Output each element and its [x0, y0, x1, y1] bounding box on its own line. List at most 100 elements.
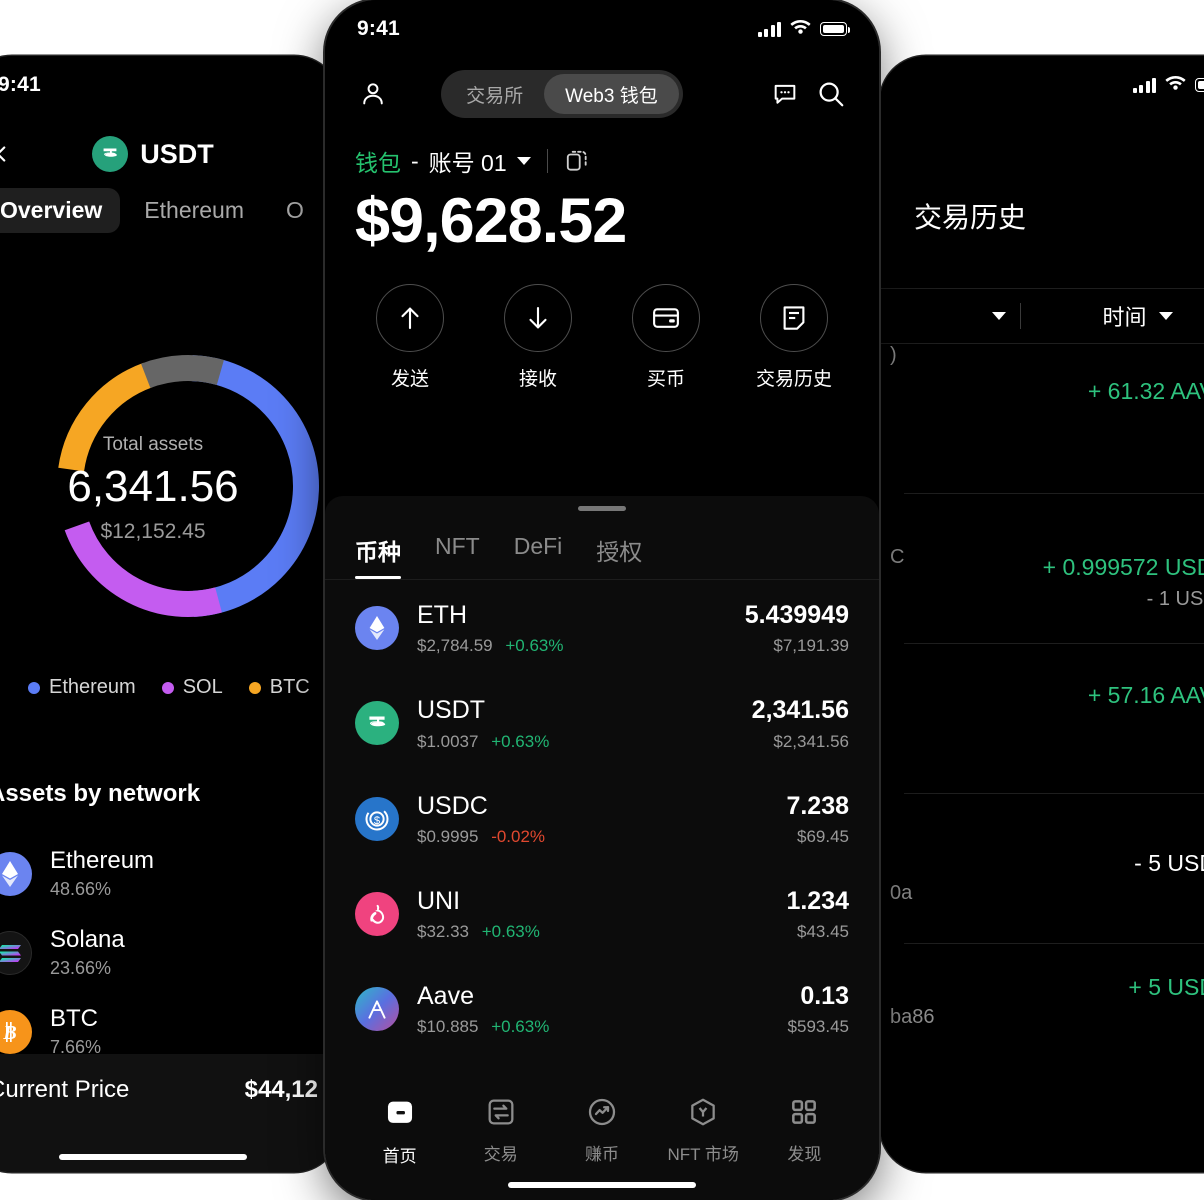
action-send[interactable]: 发送 [355, 284, 465, 391]
filter-time-dropdown[interactable]: 时间 [1021, 300, 1204, 332]
token-value: $593.45 [787, 1017, 849, 1037]
copy-icon[interactable] [564, 148, 590, 174]
nav-trade[interactable]: 交易 [450, 1096, 551, 1165]
right-status-bar: 9:41 [880, 56, 1204, 114]
token-change: +0.63% [505, 636, 564, 656]
document-list-icon [760, 284, 828, 353]
tab-other[interactable]: O [286, 197, 304, 223]
grid-discover-icon [788, 1096, 820, 1133]
legend-label: BTC [269, 676, 310, 698]
right-phone-frame: 9:41 交易历史 时间 [880, 56, 1204, 1172]
tab-approvals[interactable]: 授权 [596, 539, 643, 565]
segment-exchange[interactable]: 交易所 [466, 85, 524, 107]
wallet-selector[interactable]: 钱包 - 账号 01 [325, 118, 879, 178]
network-row-ethereum[interactable]: Ethereum 48.66% [0, 834, 318, 913]
table-row[interactable]: 0a - 5 USDT [890, 794, 1204, 944]
list-item[interactable]: USDT $1.0037 +0.63% 2,341.56 $2,341.56 [355, 675, 849, 770]
token-symbol: ETH [417, 601, 467, 629]
table-row[interactable]: C + 0.999572 USDC - 1 USDT [890, 494, 1204, 644]
nav-earn[interactable]: 赚币 [551, 1096, 652, 1165]
tab-tokens[interactable]: 币种 [355, 533, 401, 579]
token-value: $69.45 [797, 826, 849, 846]
tx-amount: + 5 USDT [1128, 974, 1204, 1000]
table-row[interactable]: + 57.16 AAVE [904, 644, 1204, 794]
table-row[interactable]: ) + 61.32 AAVE [890, 344, 1204, 494]
tab-overview[interactable]: Overview [0, 188, 121, 233]
home-indicator [508, 1182, 696, 1188]
tether-logo [355, 701, 399, 746]
filter-divider [1020, 303, 1021, 329]
battery-icon [1195, 78, 1204, 92]
chevron-left-icon[interactable] [0, 141, 14, 167]
ethereum-logo [355, 606, 399, 651]
usdc-logo: $ [355, 796, 399, 841]
assets-sheet: 币种 NFT DeFi 授权 ETH $2,784.59 [325, 496, 879, 1200]
token-price-row: $1.0037 +0.63% [417, 732, 734, 752]
search-icon[interactable] [811, 74, 851, 114]
center-nav-right [765, 74, 851, 114]
nav-discover[interactable]: 发现 [754, 1096, 855, 1165]
action-buy[interactable]: 买币 [611, 284, 721, 391]
current-price-label: Current Price [0, 1076, 130, 1103]
bottom-navigation: 首页 交易 赚币 NF [325, 1084, 879, 1200]
segment-web3-wallet[interactable]: Web3 钱包 [544, 74, 679, 114]
wifi-icon [1165, 75, 1186, 95]
token-value: $7,191.39 [773, 636, 849, 656]
status-time: 9:41 [357, 17, 400, 40]
token-price: $32.33 [417, 922, 469, 941]
token-price-row: $0.9995 -0.02% [417, 827, 768, 847]
tab-nft[interactable]: NFT [435, 533, 480, 559]
list-item[interactable]: UNI $32.33 +0.63% 1.234 $43.45 [355, 866, 849, 961]
token-amount: 1.234 [786, 886, 849, 915]
wallet-balance: $9,628.52 [355, 186, 627, 256]
earn-chart-icon [586, 1096, 618, 1133]
legend-label: Ethereum [49, 676, 136, 698]
tab-ethereum[interactable]: Ethereum [144, 197, 245, 223]
wallet-dash: - [411, 147, 419, 174]
center-phone-frame: 9:41 交易所 Web3 钱包 [325, 0, 879, 1200]
chat-bubble-icon[interactable] [765, 74, 805, 114]
donut-total-amount: 6,341.56 [67, 462, 239, 511]
home-indicator [59, 1154, 247, 1160]
action-receive[interactable]: 接收 [483, 284, 593, 391]
status-indicators [1132, 75, 1204, 95]
quick-actions: 发送 接收 买币 [325, 258, 879, 391]
nav-nft-market[interactable]: NFT 市场 [653, 1096, 754, 1165]
filter-type-dropdown[interactable] [880, 312, 1020, 320]
person-icon[interactable] [353, 74, 393, 114]
network-row-solana[interactable]: Solana 23.66% [0, 913, 318, 992]
center-header: 交易所 Web3 钱包 钱包 - 账号 01 [325, 58, 879, 391]
list-item[interactable]: $ USDC $0.9995 -0.02% 7.238 $69.45 [355, 771, 849, 866]
token-amount: 5.439949 [744, 601, 849, 629]
table-row[interactable]: ba86 + 5 USDT [890, 944, 1204, 1094]
status-time: 9:41 [0, 73, 41, 96]
action-history[interactable]: 交易历史 [739, 284, 849, 391]
assets-donut-chart: Total assets 6,341.56 $12,152.45 [0, 326, 340, 646]
tx-amount: + 61.32 AAVE [1087, 378, 1204, 404]
token-value: $2,341.56 [773, 731, 849, 751]
action-label: 交易历史 [755, 369, 832, 391]
nav-home[interactable]: 首页 [349, 1096, 450, 1167]
wifi-icon [790, 19, 811, 39]
action-label: 接收 [518, 369, 557, 391]
donut-center-text: Total assets 6,341.56 $12,152.45 [0, 434, 340, 544]
list-item[interactable]: ETH $2,784.59 +0.63% 5.439949 $7,191.39 [355, 580, 849, 675]
network-row-btc[interactable]: B BTC 7.66% [0, 992, 318, 1071]
sheet-grabber[interactable] [578, 506, 626, 511]
token-change: +0.63% [491, 731, 550, 751]
asset-tab-bar: 币种 NFT DeFi 授权 [325, 511, 879, 579]
arrow-up-icon [376, 284, 444, 353]
token-amounts: 5.439949 $7,191.39 [745, 600, 849, 656]
tx-amount: - 5 USDT [1134, 850, 1204, 876]
tab-defi[interactable]: DeFi [513, 533, 563, 559]
right-phone-screen: 9:41 交易历史 时间 [880, 56, 1204, 1172]
donut-total-label: Total assets [102, 434, 204, 455]
action-label: 买币 [646, 369, 685, 391]
token-amounts: 2,341.56 $2,341.56 [752, 695, 849, 751]
legend-item-btc: BTC [248, 676, 310, 699]
wallet-account: 账号 01 [428, 150, 507, 176]
current-price-value: $44,12 [244, 1076, 318, 1103]
token-price-row: $32.33 +0.63% [417, 922, 768, 942]
list-item[interactable]: Aave $10.885 +0.63% 0.13 $593.45 [355, 961, 849, 1056]
